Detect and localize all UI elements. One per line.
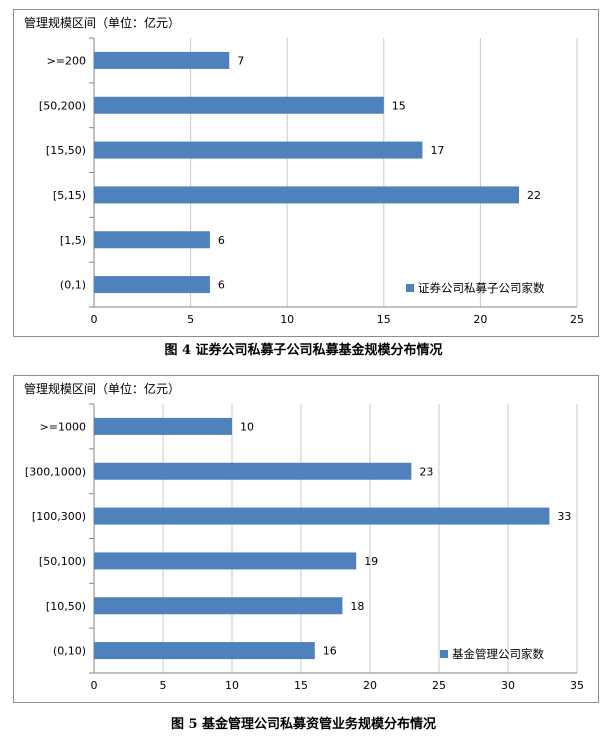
bar: [94, 507, 550, 525]
data-label: 10: [240, 420, 254, 433]
x-tick-label: 10: [225, 679, 239, 692]
x-tick-label: 0: [91, 313, 98, 326]
legend-label: 证券公司私募子公司家数: [418, 281, 545, 295]
legend-label: 基金管理公司家数: [452, 647, 544, 661]
chart-title: 管理规模区间（单位：亿元）: [24, 15, 180, 30]
x-tick-label: 0: [91, 679, 98, 692]
category-label: [50,200): [39, 99, 86, 112]
category-label: [50,100): [39, 555, 86, 568]
data-label: 22: [527, 189, 541, 202]
data-label: 19: [364, 555, 378, 568]
bar: [94, 462, 412, 480]
category-label: [300,1000): [25, 465, 86, 478]
category-label: (0,1): [60, 279, 86, 292]
category-label: [100,300): [32, 510, 86, 523]
bar: [94, 186, 520, 204]
category-label: [15,50): [46, 144, 86, 157]
x-tick-label: 5: [187, 313, 194, 326]
x-tick-label: 5: [160, 679, 167, 692]
chart-panel-fig4: 管理规模区间（单位：亿元） 0 5 10 15 20 25 >=200 7 [50,200) 15 […: [13, 9, 599, 337]
data-label: 18: [350, 600, 364, 613]
figure-caption-4: 图 4 证券公司私募子公司私募基金规模分布情况: [164, 343, 443, 358]
chart-title: 管理规模区间（单位：亿元）: [24, 381, 180, 396]
bar: [94, 417, 232, 435]
x-tick-label: 10: [280, 313, 294, 326]
category-label: [1,5): [60, 234, 86, 247]
bar-chart-fig4: 管理规模区间（单位：亿元） 0 5 10 15 20 25 >=200 7 [50,200) 15 […: [24, 15, 584, 326]
bar: [94, 141, 423, 159]
category-label: (0,10): [53, 645, 86, 658]
bar-chart-fig5: 管理规模区间（单位：亿元） 0 5 10 15 20 25 30 35 >=1000 10 [300,…: [24, 381, 584, 692]
x-tick-label: 15: [377, 313, 391, 326]
legend-swatch: [440, 650, 448, 658]
data-label: 17: [430, 144, 444, 157]
bar: [94, 552, 357, 570]
bar: [94, 231, 210, 249]
bar: [94, 51, 230, 69]
data-label: 6: [218, 279, 225, 292]
x-tick-label: 20: [473, 313, 487, 326]
data-label: 7: [237, 54, 244, 67]
category-label: >=1000: [40, 420, 86, 433]
data-label: 15: [392, 99, 406, 112]
data-label: 16: [323, 645, 337, 658]
figure-caption-5: 图 5 基金管理公司私募资管业务规模分布情况: [170, 717, 437, 732]
x-tick-label: 15: [294, 679, 308, 692]
bar: [94, 597, 343, 615]
legend-swatch: [406, 284, 414, 292]
bar: [94, 276, 210, 294]
x-tick-label: 25: [432, 679, 446, 692]
x-tick-label: 25: [570, 313, 584, 326]
category-label: [10,50): [46, 600, 86, 613]
bar: [94, 96, 384, 114]
category-label: [5,15): [53, 189, 86, 202]
x-tick-label: 30: [501, 679, 515, 692]
data-label: 6: [218, 234, 225, 247]
bar: [94, 642, 315, 660]
x-tick-label: 20: [363, 679, 377, 692]
x-tick-label: 35: [570, 679, 584, 692]
data-label: 23: [419, 465, 433, 478]
data-label: 33: [557, 510, 571, 523]
chart-panel-fig5: 管理规模区间（单位：亿元） 0 5 10 15 20 25 30 35 >=1000 10 [300,…: [13, 375, 599, 703]
category-label: >=200: [47, 54, 86, 67]
